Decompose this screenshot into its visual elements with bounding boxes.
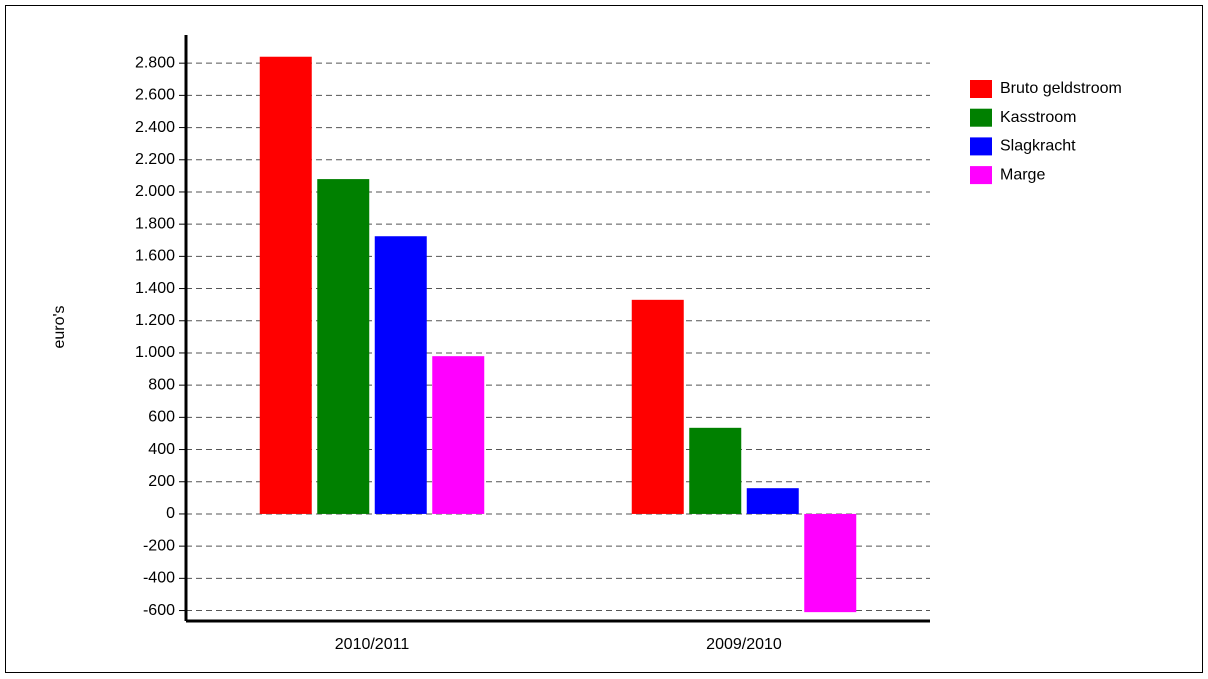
y-tick-label: 400 <box>148 441 175 458</box>
bar <box>374 236 427 514</box>
y-tick-label: 2.600 <box>135 87 175 104</box>
y-tick-label: 600 <box>148 409 175 426</box>
y-tick-label: 1.400 <box>135 280 175 297</box>
bar <box>689 427 742 514</box>
y-tick-label: -400 <box>143 570 175 587</box>
frame <box>5 5 1203 673</box>
legend-label: Bruto geldstroom <box>1000 80 1122 97</box>
x-tick-label: 2009/2010 <box>706 636 782 653</box>
y-tick-label: 1.000 <box>135 344 175 361</box>
legend-swatch <box>970 166 992 185</box>
y-tick-label: 2.200 <box>135 151 175 168</box>
bar <box>317 179 370 514</box>
x-tick-label: 2010/2011 <box>335 636 410 653</box>
legend-label: Marge <box>1000 166 1045 183</box>
legend-label: Slagkracht <box>1000 138 1076 155</box>
y-tick-label: 1.800 <box>135 215 175 232</box>
y-tick-label: 800 <box>148 376 175 393</box>
y-tick-label: 2.400 <box>135 119 175 136</box>
y-tick-label: 2.000 <box>135 183 175 200</box>
y-tick-label: -200 <box>143 537 175 554</box>
legend-label: Kasstroom <box>1000 109 1076 126</box>
bar <box>432 356 485 514</box>
bar <box>259 56 312 514</box>
y-tick-label: 0 <box>166 505 175 522</box>
y-tick-label: -600 <box>143 602 175 619</box>
y-tick-label: 1.600 <box>135 248 175 265</box>
legend-swatch <box>970 80 992 98</box>
bar <box>746 488 799 514</box>
bar <box>631 299 684 514</box>
y-tick-label: 1.200 <box>135 312 175 329</box>
legend-swatch <box>970 137 992 156</box>
y-axis-label: euro's <box>51 305 68 348</box>
bar <box>804 513 857 613</box>
y-tick-label: 2.800 <box>135 54 175 71</box>
y-tick-label: 200 <box>148 473 175 490</box>
legend-swatch <box>970 108 992 127</box>
